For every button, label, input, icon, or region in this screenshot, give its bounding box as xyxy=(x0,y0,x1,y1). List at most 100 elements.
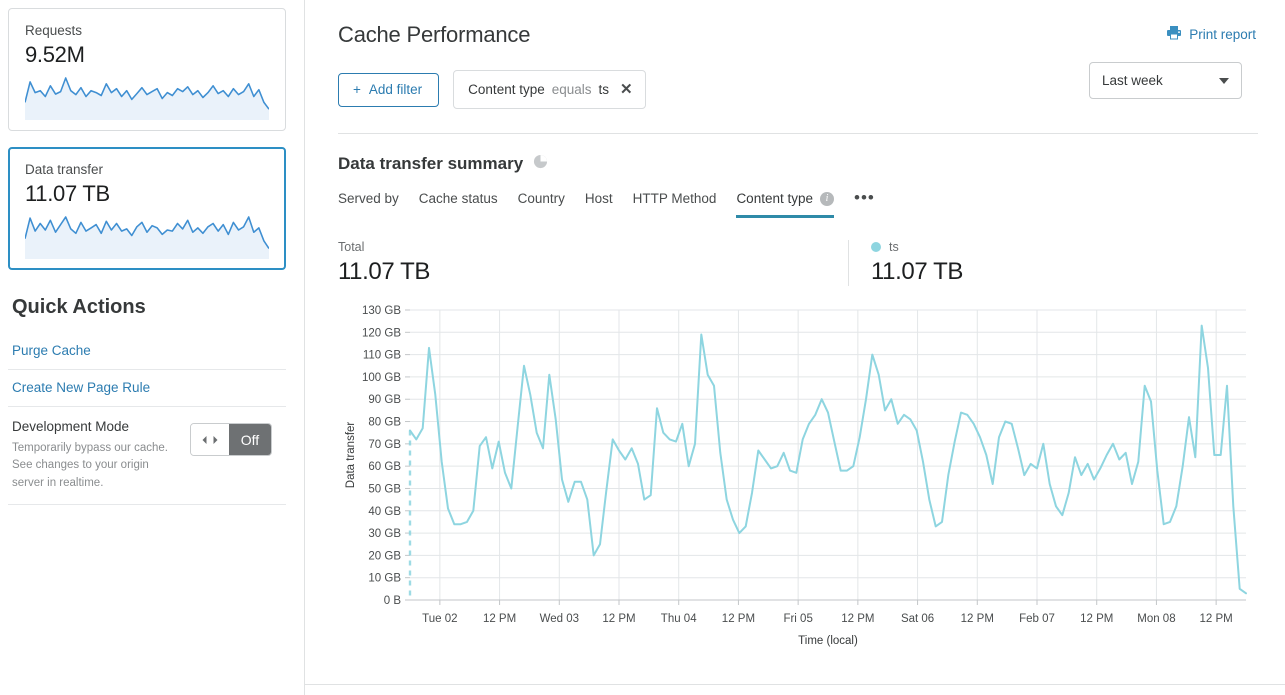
y-axis-tick: 60 GB xyxy=(368,461,401,473)
data-transfer-chart: 0 B 10 GB 20 GB 30 GB 40 GB 50 GB 60 GB 70 GB 80… xyxy=(338,302,1258,657)
filter-field: Content type xyxy=(468,81,545,97)
x-axis-tick: 12 PM xyxy=(841,613,874,625)
summary-series-ts: ts 11.07 TB xyxy=(847,240,1003,286)
main-header: Cache Performance Print report + Add fil… xyxy=(305,0,1285,134)
development-mode-state: Off xyxy=(229,424,271,455)
page-title: Cache Performance xyxy=(338,22,531,47)
y-axis-tick: 100 GB xyxy=(362,372,401,384)
sidebar: Requests 9.52M Data transfer 11.07 TB Qu… xyxy=(0,0,305,695)
y-axis-tick: 30 GB xyxy=(368,528,401,540)
filter-operator: equals xyxy=(551,81,592,97)
printer-icon xyxy=(1166,25,1182,43)
footer-divider xyxy=(305,684,1285,685)
tab-http-method[interactable]: HTTP Method xyxy=(633,191,717,218)
summary-tabs: Served by Cache status Country Host HTTP… xyxy=(338,188,1258,218)
y-axis-tick: 20 GB xyxy=(368,550,401,562)
metric-label: Requests xyxy=(25,23,83,38)
pie-chart-icon xyxy=(533,154,548,174)
development-mode-block: Development Mode Temporarily bypass our … xyxy=(8,407,286,505)
x-axis-tick: Tue 02 xyxy=(422,613,457,625)
data-transfer-sparkline xyxy=(25,216,269,259)
metric-card-requests[interactable]: Requests 9.52M xyxy=(8,8,286,131)
x-axis-tick: 12 PM xyxy=(1200,613,1233,625)
plus-icon: + xyxy=(353,81,361,97)
x-axis-tick: 12 PM xyxy=(602,613,635,625)
y-axis-tick: 70 GB xyxy=(368,439,401,451)
x-axis-tick: Thu 04 xyxy=(661,613,697,625)
development-mode-description: Temporarily bypass our cache. See change… xyxy=(12,442,168,489)
x-axis-tick: 12 PM xyxy=(961,613,994,625)
filter-value: ts xyxy=(598,81,610,97)
y-axis-tick: 110 GB xyxy=(363,350,401,362)
tab-host[interactable]: Host xyxy=(585,191,613,218)
print-report-button[interactable]: Print report xyxy=(1166,25,1256,43)
x-axis-title: Time (local) xyxy=(798,635,858,647)
x-axis-tick: 12 PM xyxy=(722,613,755,625)
filter-pill-content-type[interactable]: Content type equals ts ✕ xyxy=(453,70,646,109)
panel-title: Data transfer summary xyxy=(338,154,524,173)
chevron-down-icon xyxy=(1219,77,1229,84)
tab-label: Country xyxy=(517,191,565,206)
summary-label-wrap: ts xyxy=(870,240,963,254)
time-range-select[interactable]: Last week xyxy=(1089,62,1242,99)
info-icon[interactable]: i xyxy=(820,191,834,206)
tab-label: Host xyxy=(584,191,613,206)
y-axis-tick: 120 GB xyxy=(362,327,401,339)
metric-card-data-transfer[interactable]: Data transfer 11.07 TB xyxy=(8,147,286,270)
y-axis-tick: 0 B xyxy=(384,595,402,607)
summary-value: 11.07 TB xyxy=(338,258,430,285)
x-axis-tick: Wed 03 xyxy=(540,613,579,625)
summary-value: 11.07 TB xyxy=(870,258,963,285)
filter-row: + Add filter Content type equals ts ✕ La… xyxy=(338,62,1258,109)
tab-content-type[interactable]: Content type i xyxy=(736,191,834,218)
tab-label: HTTP Method xyxy=(632,191,717,206)
x-axis-tick: 12 PM xyxy=(1080,613,1113,625)
ellipsis-icon[interactable]: ••• xyxy=(854,188,875,207)
y-axis-tick: 90 GB xyxy=(368,394,401,406)
quick-action-purge-cache[interactable]: Purge Cache xyxy=(8,333,286,370)
summary-label: ts xyxy=(888,240,899,254)
y-axis-tick: 10 GB xyxy=(368,573,401,585)
summary-row: Total 11.07 TB ts 11.07 TB xyxy=(338,240,1258,286)
x-axis-tick: Mon 08 xyxy=(1137,613,1175,625)
requests-sparkline xyxy=(25,77,269,120)
main-content: Cache Performance Print report + Add fil… xyxy=(305,0,1285,695)
y-axis-tick: 40 GB xyxy=(368,506,401,518)
development-mode-toggle[interactable]: Off xyxy=(190,423,272,456)
add-filter-label: Add filter xyxy=(368,81,423,97)
tab-cache-status[interactable]: Cache status xyxy=(419,191,498,218)
development-mode-title: Development Mode xyxy=(12,419,130,434)
series-line-ts xyxy=(409,324,1247,595)
quick-actions-title: Quick Actions xyxy=(12,296,146,318)
metric-value: 9.52M xyxy=(25,42,85,67)
quick-action-create-page-rule[interactable]: Create New Page Rule xyxy=(8,370,286,407)
y-axis-tick: 50 GB xyxy=(368,483,401,495)
legend-dot-ts xyxy=(870,242,881,252)
print-report-label: Print report xyxy=(1189,26,1256,42)
tab-country[interactable]: Country xyxy=(518,191,565,218)
chart-svg[interactable]: 0 B 10 GB 20 GB 30 GB 40 GB 50 GB 60 GB 70 GB 80… xyxy=(338,302,1258,652)
y-axis-tick: 80 GB xyxy=(368,417,401,429)
x-axis-tick: Sat 06 xyxy=(901,613,934,625)
metric-value: 11.07 TB xyxy=(25,181,110,206)
x-axis-tick: Fri 05 xyxy=(783,613,812,625)
tab-label: Cache status xyxy=(418,191,498,206)
header-divider xyxy=(338,133,1258,134)
summary-label: Total xyxy=(338,240,365,254)
tab-label: Content type xyxy=(736,191,813,206)
tab-label: Served by xyxy=(338,191,399,206)
data-transfer-summary-panel: Data transfer summary Served by Cache st… xyxy=(305,134,1285,657)
metric-label: Data transfer xyxy=(25,162,104,177)
x-axis-tick: Feb 07 xyxy=(1019,613,1055,625)
x-axis-tick: 12 PM xyxy=(483,613,516,625)
add-filter-button[interactable]: + Add filter xyxy=(338,72,440,107)
time-range-value: Last week xyxy=(1102,73,1163,88)
left-right-arrow-icon xyxy=(191,424,229,455)
panel-title-row: Data transfer summary xyxy=(338,154,1258,174)
close-icon[interactable]: ✕ xyxy=(620,81,633,98)
summary-total: Total 11.07 TB xyxy=(338,240,470,286)
tab-served-by[interactable]: Served by xyxy=(338,191,399,218)
y-axis-title: Data transfer xyxy=(345,422,357,489)
y-axis-tick: 130 GB xyxy=(362,305,401,317)
